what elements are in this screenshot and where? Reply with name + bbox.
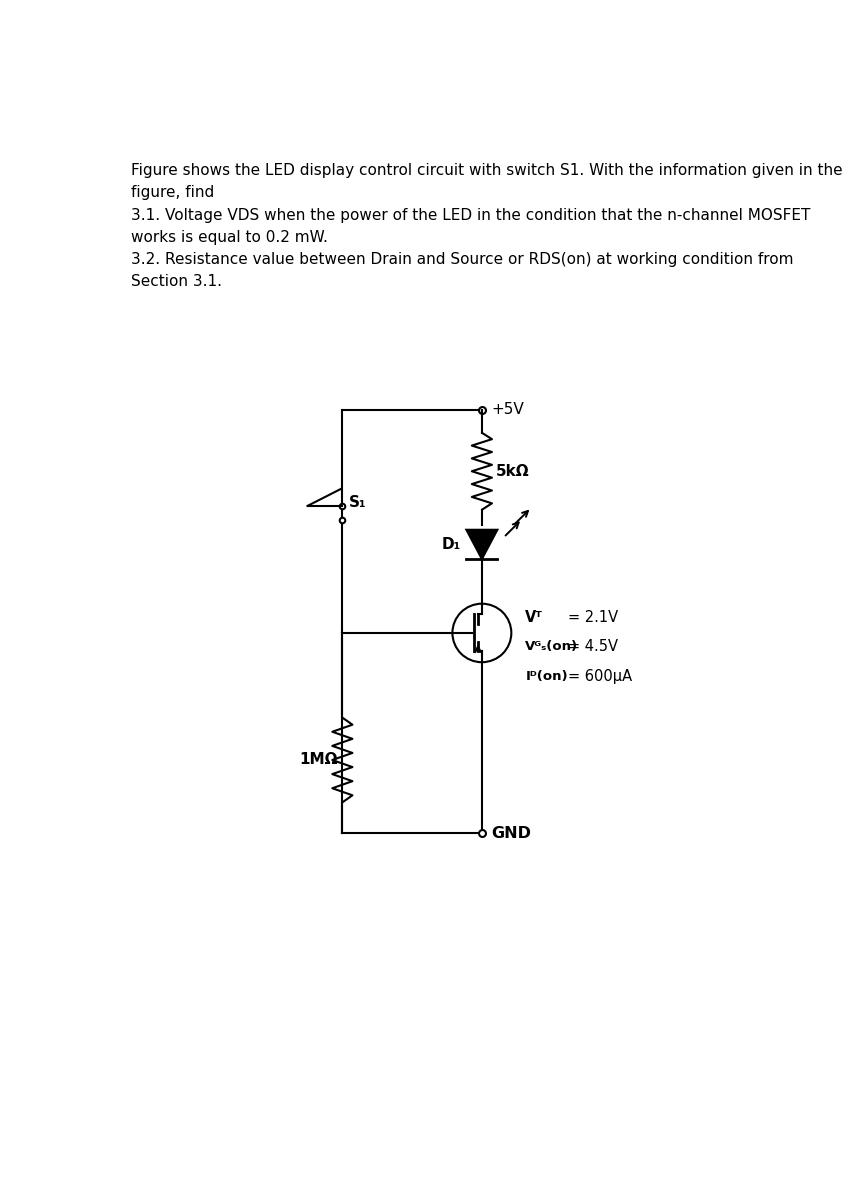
Text: S₁: S₁ bbox=[349, 496, 366, 510]
Text: D₁: D₁ bbox=[442, 536, 460, 552]
Text: 5kΩ: 5kΩ bbox=[496, 463, 529, 479]
Text: +5V: +5V bbox=[491, 402, 524, 418]
Text: Figure shows the LED display control circuit with switch S1. With the informatio: Figure shows the LED display control cir… bbox=[131, 163, 842, 289]
Text: Iᴰ(on): Iᴰ(on) bbox=[525, 670, 568, 683]
Text: Vᴳₛ(on): Vᴳₛ(on) bbox=[525, 641, 578, 653]
Polygon shape bbox=[466, 529, 498, 559]
Text: Vᵀ: Vᵀ bbox=[525, 610, 544, 625]
Text: GND: GND bbox=[491, 826, 531, 841]
Text: 1MΩ: 1MΩ bbox=[299, 752, 338, 768]
Text: = 4.5V: = 4.5V bbox=[568, 640, 618, 654]
Text: = 600μA: = 600μA bbox=[568, 668, 632, 684]
Text: = 2.1V: = 2.1V bbox=[568, 610, 618, 625]
